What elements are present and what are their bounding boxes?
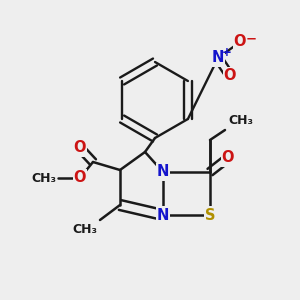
Text: CH₃: CH₃ <box>228 114 253 127</box>
Text: S: S <box>205 208 215 223</box>
Text: −: − <box>245 32 256 46</box>
Text: +: + <box>222 46 232 59</box>
Text: CH₃: CH₃ <box>31 172 56 184</box>
Text: N: N <box>157 208 169 223</box>
Text: O: O <box>234 34 246 50</box>
Text: CH₃: CH₃ <box>72 223 97 236</box>
Text: O: O <box>224 68 236 83</box>
Text: O: O <box>74 140 86 155</box>
Text: O: O <box>74 170 86 185</box>
Text: N: N <box>157 164 169 179</box>
Text: O: O <box>222 151 234 166</box>
Text: N: N <box>212 50 224 65</box>
